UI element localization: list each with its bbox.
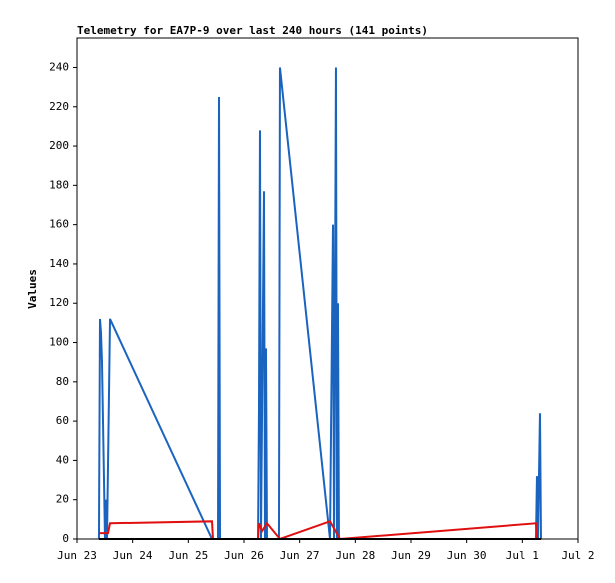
plot-frame xyxy=(76,37,579,540)
y-tick-label: 140 xyxy=(49,257,69,270)
series-line xyxy=(98,520,538,541)
y-tick-label: 0 xyxy=(62,532,69,545)
y-tick-label: 80 xyxy=(56,375,69,388)
x-tick-label: Jun 23 xyxy=(57,549,97,562)
y-tick-label: 120 xyxy=(49,296,69,309)
y-tick-label: 200 xyxy=(49,139,69,152)
x-tick-label: Jun 24 xyxy=(113,549,153,562)
x-tick-label: Jun 29 xyxy=(391,549,431,562)
y-tick-label: 20 xyxy=(56,493,69,506)
x-tick-label: Jul 1 xyxy=(506,549,539,562)
x-tick-label: Jun 27 xyxy=(280,549,320,562)
y-tick-label: 100 xyxy=(49,336,69,349)
x-tick-label: Jun 30 xyxy=(447,549,487,562)
x-tick-label: Jun 25 xyxy=(168,549,208,562)
x-tick-label: Jul 2 xyxy=(561,549,594,562)
y-tick-label: 220 xyxy=(49,100,69,113)
y-tick-label: 240 xyxy=(49,60,69,73)
x-tick-label: Jun 28 xyxy=(335,549,375,562)
y-axis-label: Values xyxy=(26,269,39,309)
y-tick-label: 60 xyxy=(56,414,69,427)
x-tick-label: Jun 26 xyxy=(224,549,264,562)
y-tick-label: 40 xyxy=(56,453,69,466)
y-tick-label: 180 xyxy=(49,178,69,191)
y-tick-label: 160 xyxy=(49,218,69,231)
chart-title: Telemetry for EA7P-9 over last 240 hours… xyxy=(77,24,428,37)
